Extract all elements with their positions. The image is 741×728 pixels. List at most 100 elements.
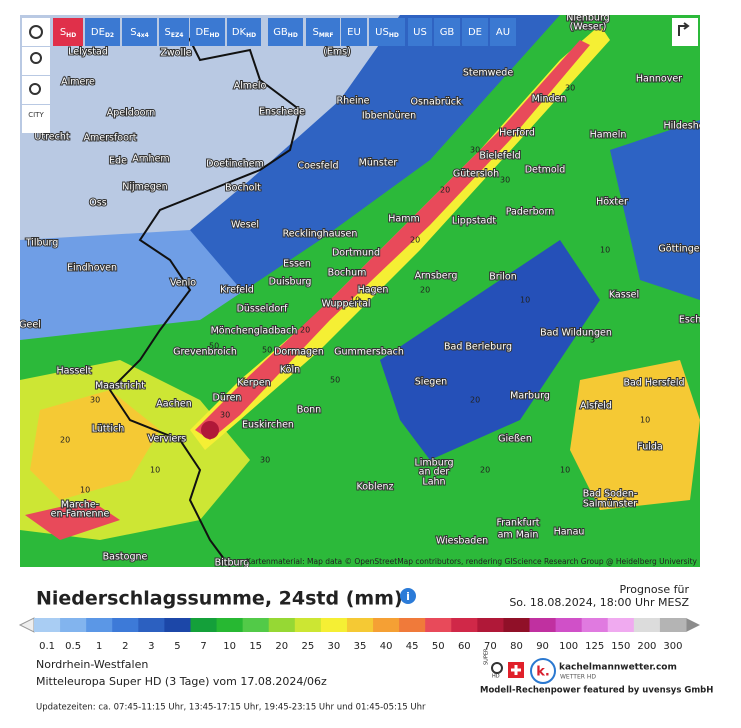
city-label: (Ems): [323, 47, 351, 58]
city-label: Utrecht: [34, 132, 69, 143]
city-label: Maastricht: [95, 381, 145, 392]
button-main: US: [375, 27, 389, 38]
city-label: Hagen: [358, 285, 389, 296]
city-label: an der: [419, 467, 450, 478]
model-button-label: USHD: [375, 27, 399, 39]
rain-value: 50: [330, 376, 340, 385]
legend-label: 15: [249, 641, 262, 652]
rain-core: [201, 421, 219, 439]
model-button[interactable]: [159, 18, 189, 46]
info-glyph: i: [406, 590, 410, 603]
city-label: Koblenz: [356, 482, 393, 493]
city-label: Marche-: [61, 500, 99, 511]
legend-label: 10: [223, 641, 236, 652]
legend-label: 30: [328, 641, 341, 652]
city-label: Hanau: [554, 527, 585, 538]
share-button[interactable]: [672, 18, 698, 46]
rain-gap: [380, 240, 600, 460]
legend-swatch: [86, 618, 113, 632]
rain-value: 20: [480, 466, 490, 475]
rain-value: 50: [262, 346, 272, 355]
light-rain: [20, 230, 250, 340]
city-label: Rheine: [337, 96, 370, 107]
city-label: am Main: [498, 530, 539, 541]
model-button[interactable]: [306, 18, 340, 46]
city-label: Eindhoven: [67, 263, 117, 274]
rain-value: 30: [470, 146, 480, 155]
logo-wetter: WETTER HD: [560, 674, 596, 681]
model-button[interactable]: [462, 18, 488, 46]
logo-circle: [530, 658, 556, 684]
zoom-button[interactable]: [22, 76, 50, 104]
model-button[interactable]: [122, 18, 157, 46]
model-button[interactable]: [85, 18, 120, 46]
city-label: Lahn: [422, 477, 445, 488]
city-label: Wiesbaden: [436, 536, 488, 547]
legend-swatch: [477, 618, 504, 632]
button-main: DE: [91, 27, 105, 38]
info-icon[interactable]: [400, 588, 416, 604]
city-label: Bad Berleburg: [444, 342, 512, 353]
button-main: S: [165, 27, 171, 38]
city-label: Apeldoorn: [107, 108, 155, 119]
legend-label: 200: [637, 641, 656, 652]
legend-swatch: [320, 618, 348, 632]
rain-value: 50: [209, 342, 219, 351]
model-button[interactable]: [53, 18, 83, 46]
rain-value: 30: [90, 396, 100, 405]
rain-value: 3: [590, 336, 595, 345]
city-label: Frankfurt: [496, 518, 539, 529]
logo-site: kachelmannwetter.com: [559, 663, 677, 673]
city-label: Venlo: [170, 278, 196, 289]
button-sub: HD: [288, 32, 298, 39]
map[interactable]: Lelystad Zwolle (Ems) Nienburg(Weser) Stemwe…: [19, 13, 716, 569]
city-label: Gummersbach: [334, 347, 404, 358]
model-button-label: DED2: [91, 27, 114, 39]
legend-arrow-right: [686, 618, 700, 632]
city-label: Hameln: [590, 130, 627, 141]
reload-button[interactable]: [22, 18, 50, 46]
city-label: Osnabrück: [411, 97, 462, 108]
legend-label: 25: [301, 641, 314, 652]
legend-label: 20: [275, 641, 288, 652]
model-button[interactable]: [408, 18, 432, 46]
city-label: Arnhem: [132, 154, 169, 165]
legend-label: 100: [559, 641, 578, 652]
model-button[interactable]: [268, 18, 303, 46]
city-label: Esch: [679, 315, 701, 326]
attribution: Kartenmaterial: Map data © OpenStreetMap…: [246, 557, 698, 566]
model-button[interactable]: [190, 18, 225, 46]
city-button[interactable]: [22, 105, 50, 133]
legend-label: 60: [458, 641, 471, 652]
model-button[interactable]: [434, 18, 460, 46]
city-label: Bocholt: [225, 183, 261, 194]
city-label: Mönchengladbach: [211, 326, 298, 337]
credit: Modell-Rechenpower featured by uvensys G…: [480, 686, 713, 696]
model-button[interactable]: [227, 18, 261, 46]
city-label: Brilon: [489, 272, 517, 283]
legend-label: 300: [663, 641, 682, 652]
city-label: (Weser): [570, 22, 607, 33]
legend-swatch: [34, 618, 61, 632]
rain-value: 20: [60, 436, 70, 445]
city-label: Enschede: [259, 107, 305, 118]
model-button[interactable]: [369, 18, 405, 46]
legend-label: 7: [200, 641, 206, 652]
button-main: GB: [273, 27, 288, 38]
model-button[interactable]: [490, 18, 516, 46]
location-button[interactable]: [22, 47, 50, 75]
legend-swatch: [607, 618, 635, 632]
model-button[interactable]: [341, 18, 367, 46]
legend-swatch: [399, 618, 426, 632]
city-label: Nienburg: [566, 13, 609, 24]
legend-label: 35: [354, 641, 367, 652]
city-label: Düren: [213, 393, 242, 404]
city-label: Kassel: [609, 290, 639, 301]
button-main: GB: [440, 27, 455, 38]
city-label: Hildesheim: [663, 121, 716, 132]
city-label: Almelo: [234, 81, 267, 92]
legend-swatch: [503, 618, 531, 632]
button-main: DE: [468, 27, 482, 38]
city-label: Herford: [499, 128, 535, 139]
city-label: Bitburg: [215, 558, 250, 569]
